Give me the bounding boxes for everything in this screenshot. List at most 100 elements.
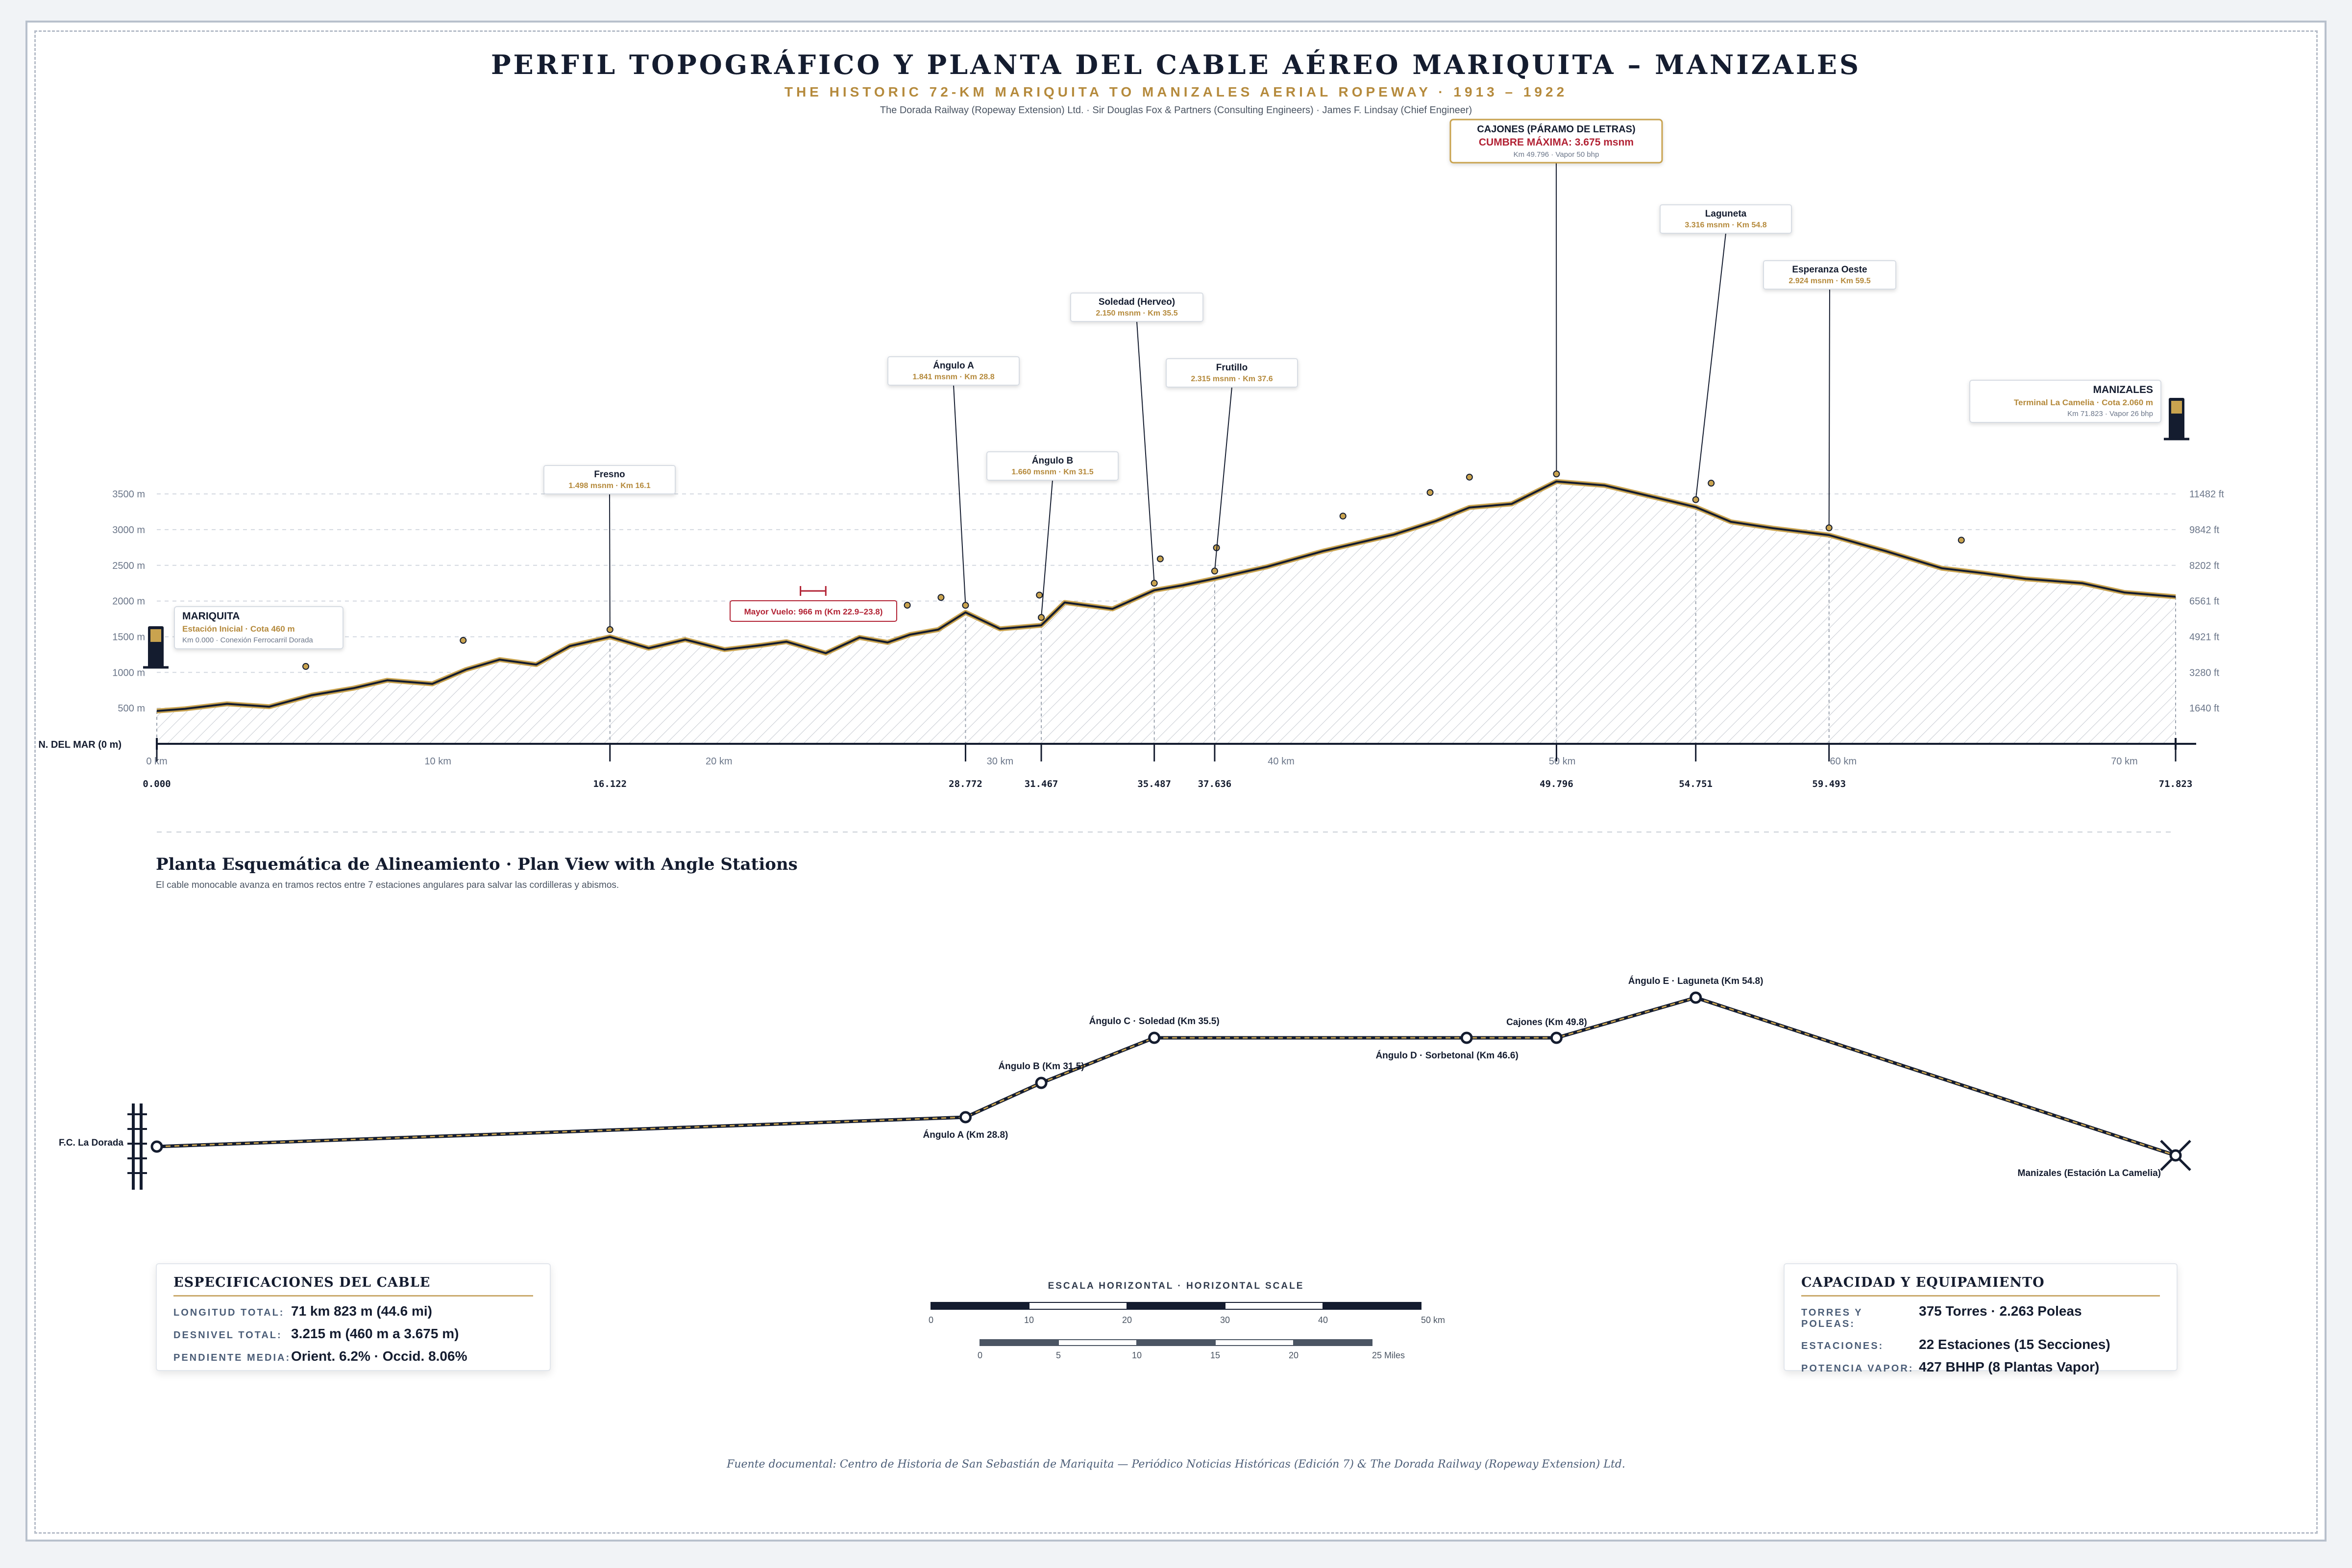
grid-layer: 500 m 1640 ft 1000 m 3280 ft 1500 m 4921 ft 20… [112,489,2224,833]
section-km-label: 37.636 [1198,779,1232,789]
plan-station-label: Ángulo C · Soledad (Km 35.5) [1089,1016,1220,1027]
plan-cable-line [156,997,2176,1156]
plan-station-label: F.C. La Dorada [59,1138,123,1148]
callout-box [986,451,1119,481]
max-span-annotation: Mayor Vuelo: 966 m (Km 22.9–23.8) [730,586,897,622]
y-axis-right-label: 9842 ft [2189,525,2220,536]
plan-station-label: Manizales (Estación La Camelia) [2018,1168,2161,1178]
km-scale-label: 10 [1024,1315,1034,1325]
y-axis-left-label: 500 m [118,703,145,714]
y-axis-left-label: 3000 m [112,525,145,536]
tower-marker [1958,537,1965,544]
section-km-label: 16.122 [593,779,627,789]
capacity-key: POTENCIA VAPOR: [1801,1363,1914,1374]
specs-row-drop: DESNIVEL TOTAL: 3.215 m (460 m a 3.675 m) [173,1326,533,1342]
section-km-label: 49.796 [1540,779,1573,789]
km-scale-label: 20 [1122,1315,1132,1325]
y-axis-left-label: 3500 m [112,489,145,500]
mariquita-station-icon [143,626,169,669]
span-box [730,600,897,622]
plan-station-node [2169,1149,2182,1162]
tower-marker [1339,513,1347,520]
terrain-layer [156,479,2176,744]
terrain-fill [157,481,2176,744]
spec-key: DESNIVEL TOTAL: [173,1330,282,1341]
y-axis-left-label: 1000 m [112,667,145,678]
callout-sub: 1.841 msnm · Km 28.8 [912,373,994,381]
capacity-row-power: POTENCIA VAPOR: 427 BHHP (8 Plantas Vapor… [1801,1359,2160,1375]
km-scale-label: 40 [1318,1315,1328,1325]
section-km-label: 28.772 [949,779,982,789]
callout-laguneta: Laguneta 3.316 msnm · Km 54.8 [1660,204,1792,503]
callout-box [1166,358,1298,388]
terrain-profile-line [156,480,2176,712]
callout-sub: 1.660 msnm · Km 31.5 [1011,468,1093,476]
callout-point [606,626,613,633]
credits-line: The Dorada Railway (Ropeway Extension) L… [880,105,1472,116]
tower-marker [460,637,467,644]
summit-callout: CAJONES (PÁRAMO DE LETRAS) CUMBRE MÁXIMA:… [1449,119,1663,478]
station-window [2171,401,2182,414]
x-axis-label: 20 km [706,756,732,767]
callout-point [1211,567,1218,575]
plan-station-node [1460,1031,1473,1044]
y-axis-right-label: 3280 ft [2189,667,2220,678]
plan-station-label: Ángulo B (Km 31.5) [998,1061,1084,1072]
callout-box [1763,260,1896,290]
spec-key: PENDIENTE MEDIA: [173,1352,291,1363]
callout-leader [1828,289,1830,528]
plan-station-node [1550,1031,1563,1044]
callout-point [1692,496,1699,503]
callout-layer: Fresno 1.498 msnm · Km 16.1 Ángulo A 1.841 … [174,119,2161,649]
specs-title: ESPECIFICACIONES DEL CABLE [173,1275,533,1297]
station-sub: Km 0.000 · Conexión Ferrocarril Dorada [182,636,313,644]
spec-value: 71 km 823 m (44.6 mi) [291,1303,432,1319]
callout-name: Ángulo B [1032,455,1073,466]
capacity-value: 375 Torres · 2.263 Poleas [1919,1303,2082,1319]
plan-station-label: Cajones (Km 49.8) [1506,1017,1587,1028]
callout-soledad-herveo-: Soledad (Herveo) 2.150 msnm · Km 35.5 [1070,293,1203,587]
station-box [1969,380,2161,423]
spec-value: Orient. 6.2% · Occid. 8.06% [291,1348,467,1364]
mile-scale-label: 15 [1210,1350,1220,1360]
scale-layer: 0 10 20 30 40 50 km 0 5 10 15 20 25 Miles [929,1302,1445,1360]
callout-name: Frutillo [1216,363,1248,373]
plan-station-label: Ángulo E · Laguneta (Km 54.8) [1628,976,1764,986]
km-scale-segment [1127,1302,1225,1310]
tower-marker [1466,473,1473,481]
x-axis-label: 30 km [987,756,1013,767]
mile-scale-label: 20 [1289,1350,1298,1360]
marks-layer: N. DEL MAR (0 m)0 km 10 km 20 km 30 km 40 km… [38,398,2196,789]
callout-box [1660,204,1792,234]
tower-marker [302,663,310,670]
capacity-key: TORRES Y POLEAS: [1801,1307,1863,1329]
mile-scale-segment [1058,1339,1137,1346]
y-axis-right-label: 1640 ft [2189,703,2220,714]
station-window [150,629,161,642]
station-sub: Km 71.823 · Vapor 26 bhp [2067,410,2153,418]
summit-name: CAJONES (PÁRAMO DE LETRAS) [1477,123,1635,135]
callout-name: Fresno [594,469,625,480]
mile-scale-segment [1293,1339,1372,1346]
callout-fresno: Fresno 1.498 msnm · Km 16.1 [543,465,676,633]
plan-station-node [1148,1031,1161,1044]
y-axis-left-label: 2000 m [112,596,145,607]
sea-level-label: N. DEL MAR (0 m) [38,739,122,750]
plan-title: Planta Esquemática de Alineamiento · Pla… [156,855,798,874]
km-scale-label: 30 [1220,1315,1230,1325]
tower-marker [937,594,945,601]
spec-value: 3.215 m (460 m a 3.675 m) [291,1326,459,1341]
mile-scale-segment [1215,1339,1294,1346]
capacity-value: 427 BHHP (8 Plantas Vapor) [1919,1359,2100,1374]
tower-marker [904,602,911,609]
x-axis-label: 40 km [1268,756,1294,767]
capacity-title: CAPACIDAD Y EQUIPAMIENTO [1801,1275,2160,1297]
mile-scale-label: 5 [1056,1350,1061,1360]
page-title: PERFIL TOPOGRÁFICO Y PLANTA DEL CABLE AÉ… [490,49,1862,80]
section-km-label: 71.823 [2159,779,2193,789]
specs-row-gradient: PENDIENTE MEDIA: Orient. 6.2% · Occid. 8.… [173,1348,533,1364]
station-name: MARIQUITA [182,611,240,622]
mile-scale-label: 10 [1132,1350,1142,1360]
station-name: MANIZALES [2093,384,2154,395]
x-axis-label: 70 km [2111,756,2137,767]
